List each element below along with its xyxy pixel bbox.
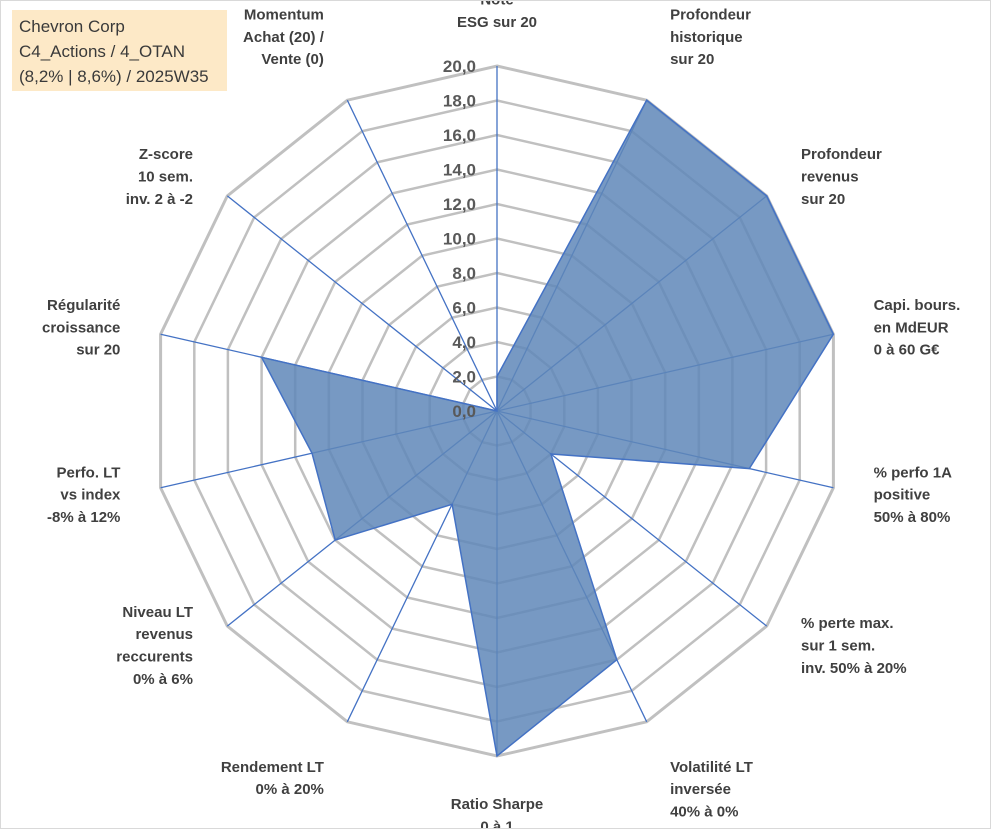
axis-label-line: 0% à 20% bbox=[256, 781, 324, 798]
axis-label-line: 0 à 1 bbox=[480, 818, 513, 828]
axis-label-line: inv. 50% à 20% bbox=[801, 660, 907, 677]
title-company: Chevron Corp bbox=[19, 17, 125, 36]
axis-label-line: Profondeur bbox=[670, 6, 751, 23]
axis-label-8: Ratio Sharpe 0 à 1 bbox=[451, 796, 544, 833]
spoke-13 bbox=[226, 195, 498, 412]
axis-label-line: sur 1 sem. bbox=[801, 637, 875, 654]
axis-label-line: Capi. bours. bbox=[874, 297, 961, 314]
axis-label-line: Ratio Sharpe bbox=[451, 796, 544, 813]
axis-label-line: % perte max. bbox=[801, 615, 894, 632]
axis-label-line: ESG sur 20 bbox=[457, 14, 537, 31]
axis-label-line: Volatilité LT bbox=[670, 759, 753, 776]
axis-label-line: Momentum bbox=[244, 6, 324, 23]
axis-label-line: Rendement LT bbox=[221, 759, 324, 776]
title-performance: (8,2% | 8,6%) / 2025W35 bbox=[19, 67, 209, 86]
axis-label-10: Niveau LT revenus reccurents 0% à 6% bbox=[116, 604, 193, 688]
axis-label-12: Régularité croissance sur 20 bbox=[42, 297, 120, 359]
tick-label: 10,0 bbox=[443, 230, 476, 249]
axis-label-line: inv. 2 à -2 bbox=[126, 191, 193, 208]
data-series bbox=[260, 99, 835, 758]
axis-label-1: Note ESG sur 20 bbox=[457, 0, 537, 31]
axis-label-line: revenus bbox=[135, 626, 193, 643]
axis-label-11: Perfo. LT vs index -8% à 12% bbox=[47, 464, 121, 526]
axis-label-4: Capi. bours. en MdEUR 0 à 60 G€ bbox=[874, 297, 961, 359]
axis-label-line: % perfo 1A bbox=[874, 464, 953, 481]
tick-label: 0,0 bbox=[452, 402, 476, 421]
axis-label-line: sur 20 bbox=[76, 342, 120, 359]
axis-label-line: Vente (0) bbox=[261, 51, 324, 68]
tick-label: 18,0 bbox=[443, 92, 476, 111]
axis-label-line: 10 sem. bbox=[138, 169, 193, 186]
tick-label: 6,0 bbox=[452, 299, 476, 318]
axis-label-line: sur 20 bbox=[670, 51, 714, 68]
axis-label-line: sur 20 bbox=[801, 191, 845, 208]
axis-label-line: Note bbox=[480, 1, 513, 9]
axis-label-line: 0% à 6% bbox=[133, 671, 193, 688]
axis-label-line: reccurents bbox=[116, 649, 193, 666]
tick-label: 8,0 bbox=[452, 264, 476, 283]
axis-label-line: historique bbox=[670, 29, 743, 46]
axis-label-line: 0 à 60 G€ bbox=[874, 342, 941, 359]
axis-label-line: inversée bbox=[670, 781, 731, 798]
axis-label-line: Perfo. LT bbox=[57, 464, 121, 481]
spoke-14 bbox=[346, 99, 498, 412]
axis-label-line: revenus bbox=[801, 169, 859, 186]
axis-label-14: Momentum Achat (20) / Vente (0) bbox=[243, 6, 325, 68]
title-category: C4_Actions / 4_OTAN bbox=[19, 42, 185, 61]
tick-labels: 0,0 2,0 4,0 6,0 8,0 10,0 12,0 14,0 16,0 18,0 20,0 bbox=[443, 57, 476, 421]
tick-label: 16,0 bbox=[443, 126, 476, 145]
tick-label: 4,0 bbox=[452, 333, 476, 352]
axis-label-line: positive bbox=[874, 487, 931, 504]
axis-label-7: Volatilité LT inversée 40% à 0% bbox=[670, 759, 753, 821]
axis-label-line: Z-score bbox=[139, 146, 193, 163]
tick-label: 14,0 bbox=[443, 161, 476, 180]
axis-label-line: vs index bbox=[60, 487, 121, 504]
axis-label-2: Profondeur historique sur 20 bbox=[670, 6, 751, 68]
axis-label-line: 40% à 0% bbox=[670, 804, 738, 821]
chart-title-box: Chevron Corp C4_Actions / 4_OTAN (8,2% |… bbox=[12, 10, 227, 91]
axis-label-9: Rendement LT 0% à 20% bbox=[221, 759, 324, 798]
axis-label-13: Z-score 10 sem. inv. 2 à -2 bbox=[126, 146, 193, 208]
axis-label-5: % perfo 1A positive 50% à 80% bbox=[874, 464, 953, 526]
tick-label: 20,0 bbox=[443, 57, 476, 76]
tick-label: 2,0 bbox=[452, 368, 476, 387]
axis-label-line: 50% à 80% bbox=[874, 509, 951, 526]
axis-label-3: Profondeur revenus sur 20 bbox=[801, 146, 882, 208]
axis-labels: Note ESG sur 20 Profondeur historique sur 20… bbox=[42, 0, 961, 833]
axis-label-line: -8% à 12% bbox=[47, 509, 120, 526]
axis-label-line: Niveau LT bbox=[122, 604, 193, 621]
axis-label-6: % perte max. sur 1 sem. inv. 50% à 20% bbox=[801, 615, 907, 677]
axis-label-line: en MdEUR bbox=[874, 319, 949, 336]
axis-label-line: Profondeur bbox=[801, 146, 882, 163]
axis-label-line: croissance bbox=[42, 319, 120, 336]
tick-label: 12,0 bbox=[443, 195, 476, 214]
axis-label-line: Régularité bbox=[47, 297, 120, 314]
axis-label-line: Achat (20) / bbox=[243, 29, 325, 46]
series-area bbox=[260, 99, 835, 758]
